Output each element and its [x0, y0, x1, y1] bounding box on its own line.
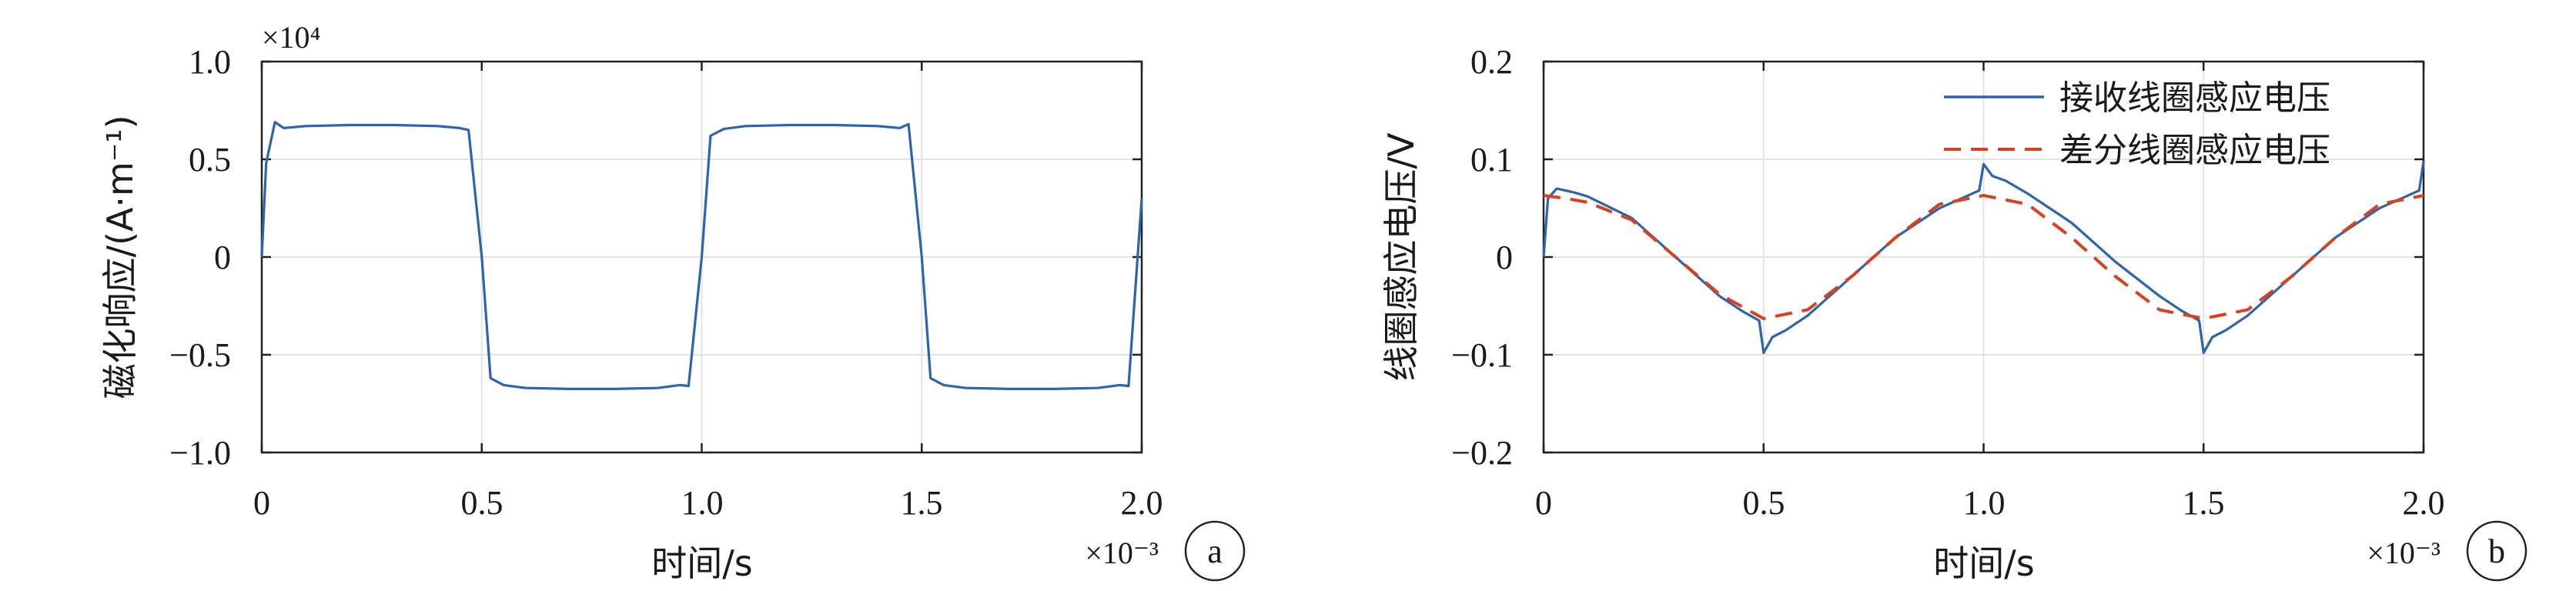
y-tick-label: 0.1: [1470, 141, 1513, 179]
legend-label-received: 接收线圈感应电压: [2059, 78, 2330, 118]
x-tick-label: 0.5: [461, 484, 503, 522]
y-axis-label: 磁化响应/(A·m⁻¹): [99, 115, 141, 399]
y-tick-label: 1.0: [189, 43, 231, 81]
y-tick-label: −0.5: [169, 336, 231, 374]
x-multiplier: ×10⁻³: [1085, 536, 1159, 570]
y-tick-label: 0: [214, 239, 231, 276]
x-tick-label: 1.5: [2183, 484, 2225, 522]
series-line-b-1: [1543, 194, 2424, 320]
panel-marker-a: a: [1207, 533, 1223, 570]
y-axis-label: 线圈感应电压/V: [1380, 132, 1422, 381]
gridlines-b: [1544, 62, 2424, 452]
x-tick-label: 2.0: [1121, 484, 1163, 522]
y-tick-label: −1.0: [169, 434, 231, 472]
panel-marker-circle-b: [2466, 520, 2527, 582]
series-lines-a: [260, 121, 1143, 390]
x-axis-label: 时间/s: [1933, 543, 2034, 584]
y-tick-label: −0.1: [1451, 336, 1513, 374]
panel-a: 1.0 0.5 0 −0.5 −1.0 0 0.5 1.0 1.5 2.0 ×1…: [99, 20, 1246, 584]
legend: 接收线圈感应电压 差分线圈感应电压: [1944, 78, 2330, 170]
y-tick-label: 0: [1496, 239, 1513, 276]
x-tick-label: 0.5: [1743, 484, 1785, 522]
legend-label-differential: 差分线圈感应电压: [2059, 131, 2330, 170]
panel-b: 0.2 0.1 0 −0.1 −0.2 0 0.5 1.0 1.5 2.0 ×1…: [1380, 43, 2527, 584]
x-tick-label: 1.5: [901, 484, 943, 522]
series-lines-b: [1542, 161, 2425, 355]
x-axis-label: 时间/s: [651, 543, 752, 584]
y-tick-label: 0.5: [189, 141, 231, 179]
y-tick-label: 0.2: [1470, 43, 1513, 81]
x-multiplier: ×10⁻³: [2367, 536, 2441, 570]
ticks-b: [1542, 60, 2425, 454]
x-tick-label: 1.0: [681, 484, 724, 522]
x-tick-label: 1.0: [1963, 484, 2006, 522]
x-tick-label: 0: [253, 484, 270, 522]
y-tick-label: −0.2: [1451, 434, 1513, 472]
y-multiplier: ×10⁴: [262, 20, 321, 55]
panel-marker-b: b: [2488, 533, 2505, 570]
series-line-a-0: [260, 121, 1143, 390]
panel-marker-circle-a: [1184, 520, 1246, 582]
x-tick-label: 0: [1535, 484, 1552, 522]
x-tick-label: 2.0: [2403, 484, 2445, 522]
